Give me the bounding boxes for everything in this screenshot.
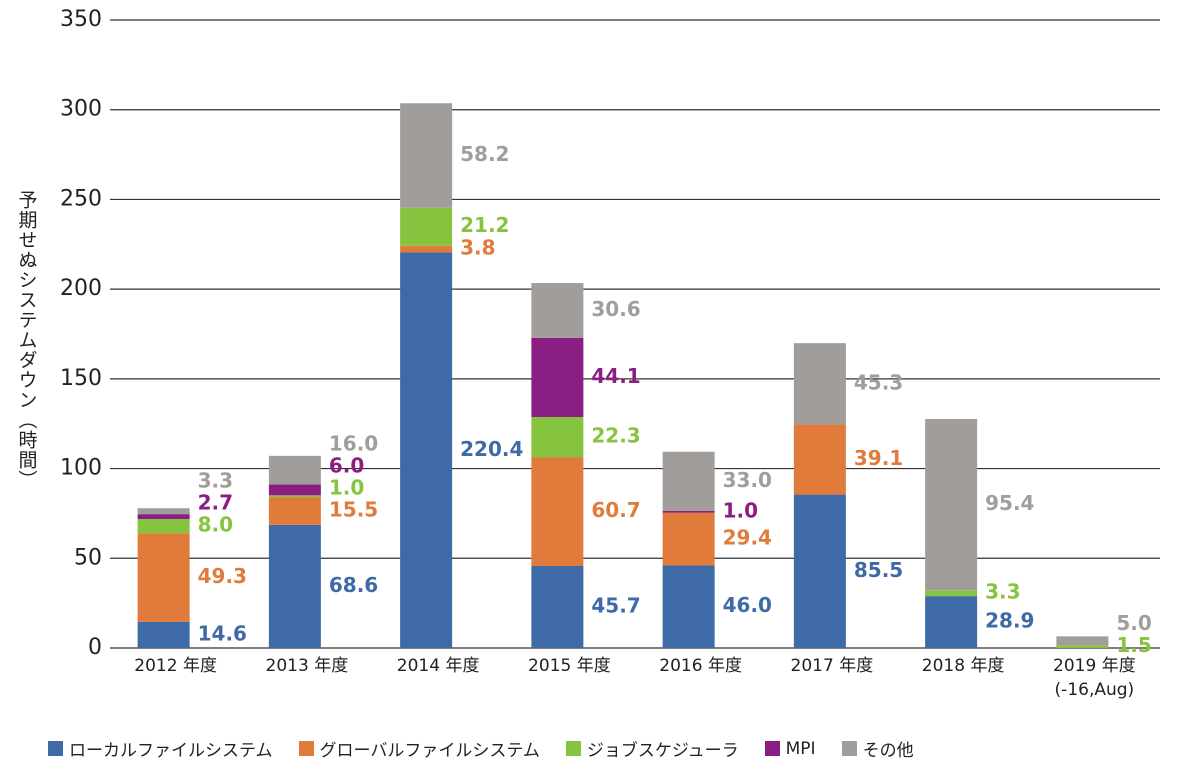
bar-segment	[793, 424, 846, 495]
bar-segment	[137, 508, 190, 515]
legend-swatch	[841, 741, 857, 756]
bar-segment	[531, 337, 584, 418]
data-label: 49.3	[198, 564, 247, 588]
y-tick-label: 100	[60, 456, 102, 481]
legend-swatch	[764, 741, 780, 756]
x-tick-label: 2016 年度	[659, 656, 742, 676]
bar-segment	[400, 103, 453, 208]
x-tick-label: 2015 年度	[528, 656, 611, 676]
y-tick-label: 150	[60, 366, 102, 391]
data-label: 44.1	[591, 364, 640, 388]
bar-segment	[268, 524, 321, 648]
bar-segment	[137, 533, 190, 622]
legend-item: ジョブスケジューラ	[565, 736, 739, 761]
bar-segment	[400, 245, 453, 253]
legend-swatch	[48, 741, 63, 756]
legend-item: ローカルファイルシステム	[48, 736, 273, 761]
bar-segment	[925, 419, 978, 591]
bar-segment	[662, 565, 715, 648]
data-label: 2.7	[198, 491, 233, 515]
bar-segment	[268, 497, 321, 525]
data-label: 1.0	[723, 498, 758, 522]
bar-segment	[268, 484, 321, 496]
bar-segment	[531, 417, 584, 458]
legend-label: ジョブスケジューラ	[586, 741, 739, 761]
data-label: 28.9	[985, 609, 1034, 633]
bar-segment	[531, 457, 584, 567]
data-label: 16.0	[329, 432, 378, 456]
bar-segment	[400, 207, 453, 246]
x-tick-label: 2018 年度	[921, 656, 1005, 676]
data-label: 8.0	[198, 513, 233, 537]
y-tick-label: 200	[60, 276, 102, 301]
data-label: 45.3	[854, 370, 903, 394]
data-label: 3.8	[460, 236, 495, 260]
legend-swatch	[298, 741, 314, 756]
legend-item: MPI	[764, 736, 816, 761]
bar-segment	[925, 596, 978, 648]
data-label: 220.4	[460, 437, 523, 461]
data-label: 22.3	[591, 424, 640, 448]
bar-segment	[1056, 636, 1109, 646]
data-label: 60.7	[591, 498, 640, 522]
data-label: 3.3	[198, 469, 233, 493]
data-label: 3.3	[985, 580, 1020, 604]
y-axis-title: 予期せぬシステムダウン（時間）	[16, 190, 38, 490]
legend-item: その他	[841, 736, 914, 761]
y-tick-label: 250	[60, 186, 102, 211]
data-label: 33.0	[723, 468, 772, 492]
x-tick-label: 2017 年度	[790, 656, 874, 676]
bar-segment	[662, 512, 715, 566]
bar-segment	[793, 343, 846, 425]
data-label: 95.4	[985, 491, 1034, 515]
data-label: 46.0	[723, 593, 772, 617]
y-tick-label: 350	[60, 7, 102, 32]
data-label: 15.5	[329, 498, 378, 522]
bar-segment	[268, 455, 321, 485]
data-label: 1.0	[329, 476, 364, 500]
legend-item: グローバルファイルシステム	[298, 736, 540, 761]
legend-label: その他	[862, 741, 914, 761]
y-tick-label: 0	[88, 635, 102, 660]
data-label: 5.0	[1116, 611, 1151, 635]
bar-segment	[793, 494, 846, 648]
legend-label: ローカルファイルシステム	[69, 741, 273, 761]
data-label: 68.6	[329, 573, 378, 597]
x-tick-label: 2014 年度	[396, 656, 480, 676]
bar-segment	[1056, 645, 1109, 648]
bar-segment	[662, 451, 715, 511]
bar-segment	[137, 621, 190, 648]
bar-segment	[925, 590, 978, 597]
data-label: 1.5	[1116, 633, 1151, 657]
data-label: 85.5	[854, 558, 903, 582]
x-tick-label: 2019 年度 (-16,Aug)	[1053, 656, 1136, 700]
bar-segment	[137, 518, 190, 534]
bar-segment	[531, 566, 584, 648]
y-tick-label: 300	[60, 97, 102, 122]
data-label: 21.2	[460, 213, 509, 237]
data-label: 14.6	[198, 621, 247, 645]
x-tick-label: 2013 年度	[265, 656, 349, 676]
bar-segment	[268, 495, 321, 498]
legend: ローカルファイルシステム グローバルファイルシステム ジョブスケジューラ MPI その他	[48, 736, 914, 761]
legend-label: MPI	[785, 738, 816, 759]
data-label: 39.1	[854, 446, 903, 470]
data-label: 6.0	[329, 454, 364, 478]
x-tick-label: 2012 年度	[134, 656, 217, 676]
legend-label: グローバルファイルシステム	[319, 741, 540, 761]
data-label: 58.2	[460, 142, 509, 166]
bar-segment	[662, 510, 715, 513]
bar-segment	[531, 283, 584, 338]
bar-segment	[137, 514, 190, 519]
data-label: 29.4	[723, 526, 772, 550]
data-label: 30.6	[591, 297, 640, 321]
bar-segment	[400, 252, 453, 648]
y-tick-label: 50	[74, 545, 102, 570]
legend-swatch	[565, 741, 581, 756]
data-label: 45.7	[591, 594, 640, 618]
